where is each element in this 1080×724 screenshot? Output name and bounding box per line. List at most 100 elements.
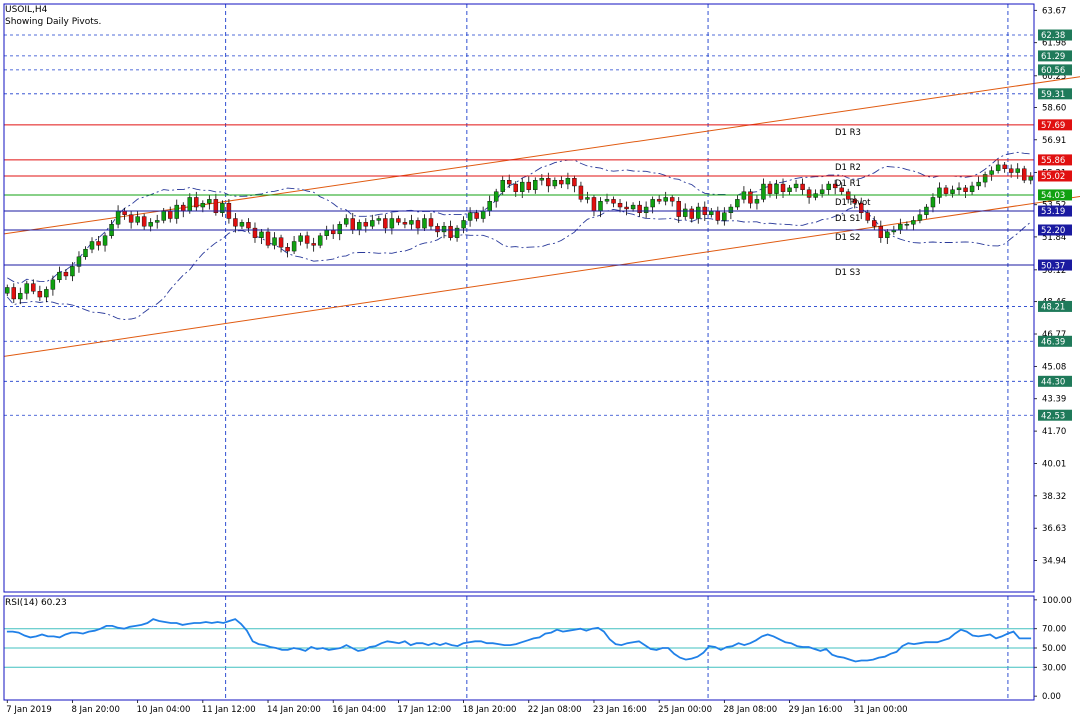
candle-body <box>1008 168 1014 173</box>
candle-body <box>989 170 994 175</box>
candle-body <box>135 216 140 223</box>
price-tag-badge <box>1038 300 1072 312</box>
candle-body <box>950 189 955 194</box>
price-tag-badge <box>1038 170 1072 182</box>
price-tag-badge <box>1038 224 1072 236</box>
date-tick-label: 29 Jan 16:00 <box>789 705 843 715</box>
price-tick-label: 63.67 <box>1042 6 1066 16</box>
candle-body <box>617 202 623 208</box>
price-tick-label: 43.39 <box>1042 395 1066 405</box>
date-tick-label: 17 Jan 12:00 <box>397 705 451 715</box>
candle-body <box>396 218 401 223</box>
candle-body <box>311 243 316 246</box>
rsi-tick-label: 70.00 <box>1042 625 1066 635</box>
candle-body <box>578 185 584 200</box>
pivot-label: D1 S2 <box>835 233 860 243</box>
price-tick-label: 45.08 <box>1042 362 1066 372</box>
candle-body <box>435 225 440 233</box>
candle-body <box>252 227 258 238</box>
price-tag-label: 57.69 <box>1041 121 1065 131</box>
price-tag-badge <box>1038 29 1072 41</box>
price-tag-label: 42.53 <box>1041 411 1065 421</box>
price-tag-label: 59.31 <box>1041 90 1065 100</box>
candle-body <box>806 189 812 198</box>
candle-body <box>969 185 975 192</box>
candle-body <box>520 181 525 192</box>
candle-body <box>722 212 727 221</box>
candle-body <box>559 180 564 185</box>
chart-subtitle: Showing Daily Pivots. <box>5 17 101 27</box>
candle-body <box>689 208 694 219</box>
candle-body <box>76 256 82 267</box>
price-tag-badge <box>1038 259 1072 271</box>
candle-body <box>376 218 382 221</box>
price-tag-label: 44.30 <box>1041 378 1065 388</box>
price-tick-label: 58.60 <box>1042 103 1066 113</box>
candle-body <box>89 241 95 250</box>
rsi-tick-label: 0.00 <box>1042 692 1061 702</box>
price-tag-badge <box>1038 64 1072 76</box>
candle-body <box>956 187 962 190</box>
candle-body <box>154 220 160 223</box>
price-tag-label: 60.56 <box>1041 66 1065 76</box>
candle-body <box>643 206 649 213</box>
candle-body <box>487 201 492 212</box>
candle-body <box>630 204 636 210</box>
candle-body <box>148 222 153 227</box>
date-tick-label: 10 Jan 04:00 <box>137 705 191 715</box>
price-tick-label: 61.98 <box>1042 39 1066 49</box>
candle-body <box>565 178 571 185</box>
candle-body <box>539 178 545 181</box>
candle-body <box>696 206 701 219</box>
candle-body <box>200 202 206 208</box>
candle-body <box>800 183 805 190</box>
envelope-upper <box>7 151 1031 285</box>
candle-body <box>441 225 447 233</box>
candle-body <box>767 183 773 194</box>
candle-body <box>168 210 173 219</box>
candle-body <box>865 212 870 221</box>
price-tag-label: 62.38 <box>1041 31 1065 41</box>
candle-body <box>852 199 857 204</box>
main-pane-frame <box>3 3 1035 593</box>
candle-body <box>1015 168 1020 173</box>
pivot-label: D1 S3 <box>835 268 860 278</box>
candle-body <box>70 266 75 277</box>
price-tick-label: 56.91 <box>1042 136 1066 146</box>
candle-body <box>904 224 910 226</box>
candle-body <box>663 197 668 202</box>
date-tick-label: 25 Jan 00:00 <box>658 705 712 715</box>
candle-body <box>63 271 69 277</box>
date-tick-label: 8 Jan 20:00 <box>71 705 119 715</box>
candle-body <box>526 181 531 190</box>
candle-body <box>272 237 277 246</box>
pivot-label: D1 R1 <box>835 179 861 189</box>
candle-body <box>982 174 988 183</box>
candle-body <box>389 218 395 229</box>
rsi-tick-label: 50.00 <box>1042 644 1066 654</box>
candle-body <box>259 231 264 238</box>
candle-body <box>83 248 88 258</box>
candle-body <box>650 199 655 208</box>
price-tag-badge <box>1038 50 1072 62</box>
candle-body <box>683 208 688 217</box>
price-tick-label: 40.01 <box>1042 459 1066 469</box>
rsi-line <box>6 618 1032 663</box>
candle-body <box>265 231 271 246</box>
price-tag-badge <box>1038 375 1072 387</box>
lower-channel-line <box>3 195 1080 357</box>
candle-body <box>930 197 936 208</box>
candle-body <box>793 183 799 189</box>
date-tick-label: 18 Jan 20:00 <box>463 705 517 715</box>
candle-body <box>819 189 825 194</box>
price-tag-badge <box>1038 119 1072 131</box>
date-tick-label: 11 Jan 12:00 <box>202 705 256 715</box>
candle-body <box>161 210 166 221</box>
candle-body <box>220 202 225 213</box>
candle-body <box>213 199 219 213</box>
candle-body <box>872 220 877 227</box>
date-tick-label: 7 Jan 2019 <box>6 705 52 715</box>
pivot-label: D1 R3 <box>835 128 861 138</box>
candle-body <box>317 235 323 246</box>
